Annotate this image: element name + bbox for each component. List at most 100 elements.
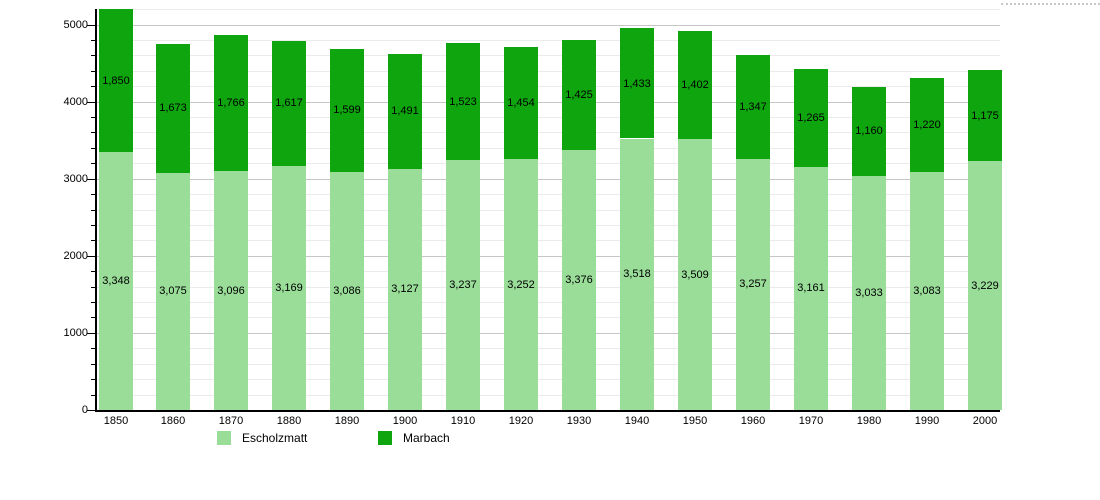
- bar-value-label-escholzmatt: 3,096: [217, 285, 245, 297]
- x-axis-tick-label: 1930: [566, 415, 592, 427]
- gridline-minor: [97, 240, 1000, 241]
- x-axis-tick-label: 1850: [103, 415, 129, 427]
- legend-item-marbach: Marbach: [378, 431, 450, 445]
- y-tick-minor: [91, 379, 95, 380]
- gridline-minor: [97, 71, 1000, 72]
- x-axis-tick-label: 1990: [914, 415, 940, 427]
- gridline-minor: [97, 348, 1000, 349]
- gridline-minor: [97, 317, 1000, 318]
- bar-segment-marbach: [214, 35, 248, 171]
- x-axis-line: [95, 410, 1000, 412]
- gridline-major: [97, 102, 1000, 103]
- bar-segment-escholzmatt: [99, 152, 133, 410]
- y-tick-minor: [91, 210, 95, 211]
- bar-value-label-escholzmatt: 3,075: [159, 285, 187, 297]
- bar-segment-escholzmatt: [504, 159, 538, 410]
- bar-value-label-escholzmatt: 3,257: [739, 278, 767, 290]
- bar-segment-escholzmatt: [678, 139, 712, 410]
- x-axis-tick-label: 1890: [334, 415, 360, 427]
- gridline-major: [97, 333, 1000, 334]
- y-tick-major: [87, 256, 95, 257]
- y-tick-minor: [91, 40, 95, 41]
- bar-segment-escholzmatt: [214, 171, 248, 410]
- legend-label-marbach: Marbach: [403, 431, 450, 445]
- bar-segment-marbach: [272, 41, 306, 166]
- x-axis-tick-label: 1950: [682, 415, 708, 427]
- bar-segment-marbach: [620, 28, 654, 138]
- gridline-minor: [97, 287, 1000, 288]
- gridline-minor: [97, 9, 1000, 10]
- bar-value-label-escholzmatt: 3,237: [449, 279, 477, 291]
- bar-value-label-marbach: 1,766: [217, 97, 245, 109]
- bar-value-label-escholzmatt: 3,086: [333, 285, 361, 297]
- bar-segment-escholzmatt: [330, 172, 364, 410]
- gridline-minor: [97, 163, 1000, 164]
- y-tick-minor: [91, 148, 95, 149]
- bar-value-label-marbach: 1,523: [449, 96, 477, 108]
- y-tick-minor: [91, 163, 95, 164]
- gridline-minor: [97, 132, 1000, 133]
- y-tick-minor: [91, 117, 95, 118]
- bar-value-label-escholzmatt: 3,252: [507, 279, 535, 291]
- bar-value-label-marbach: 1,425: [565, 89, 593, 101]
- legend-swatch-marbach: [378, 431, 392, 445]
- y-tick-minor: [91, 225, 95, 226]
- y-axis-tick-label: 2000: [63, 250, 88, 262]
- y-tick-minor: [91, 395, 95, 396]
- y-tick-minor: [91, 317, 95, 318]
- gridline-minor: [97, 379, 1000, 380]
- bar-segment-escholzmatt: [156, 173, 190, 410]
- bar-value-label-marbach: 1,491: [391, 105, 419, 117]
- bar-value-label-marbach: 1,220: [913, 119, 941, 131]
- y-axis-tick-label: 5000: [63, 19, 88, 31]
- x-axis-tick-label: 1880: [276, 415, 302, 427]
- bar-segment-escholzmatt: [620, 139, 654, 410]
- bar-segment-escholzmatt: [388, 169, 422, 410]
- x-axis-tick-label: 1920: [508, 415, 534, 427]
- gridline-minor: [97, 302, 1000, 303]
- x-axis-tick-label: 1940: [624, 415, 650, 427]
- bar-segment-escholzmatt: [736, 159, 770, 410]
- bar-value-label-marbach: 1,160: [855, 125, 883, 137]
- gridline-minor: [97, 395, 1000, 396]
- bar-value-label-marbach: 1,402: [681, 79, 709, 91]
- x-axis-tick-label: 2000: [972, 415, 998, 427]
- bar-segment-marbach: [156, 44, 190, 173]
- x-axis-tick-label: 1900: [392, 415, 418, 427]
- bar-value-label-marbach: 1,599: [333, 104, 361, 116]
- y-tick-major: [87, 333, 95, 334]
- y-tick-major: [87, 25, 95, 26]
- legend-item-escholzmatt: Escholzmatt: [217, 431, 307, 445]
- y-tick-minor: [91, 194, 95, 195]
- bar-segment-marbach: [562, 40, 596, 150]
- y-tick-major: [87, 179, 95, 180]
- bar-value-label-marbach: 1,175: [971, 110, 999, 122]
- bar-value-label-escholzmatt: 3,509: [681, 269, 709, 281]
- bar-value-label-marbach: 1,617: [275, 97, 303, 109]
- bar-segment-marbach: [794, 69, 828, 167]
- y-tick-major: [87, 102, 95, 103]
- bar-value-label-escholzmatt: 3,376: [565, 274, 593, 286]
- top-border-artifact: [1001, 3, 1100, 5]
- bar-segment-escholzmatt: [968, 161, 1002, 410]
- bar-value-label-marbach: 1,265: [797, 112, 825, 124]
- y-tick-minor: [91, 302, 95, 303]
- x-axis-tick-label: 1980: [856, 415, 882, 427]
- bar-value-label-escholzmatt: 3,083: [913, 285, 941, 297]
- bar-segment-marbach: [736, 55, 770, 159]
- y-tick-minor: [91, 287, 95, 288]
- bar-segment-escholzmatt: [446, 160, 480, 410]
- bar-value-label-escholzmatt: 3,033: [855, 287, 883, 299]
- gridline-minor: [97, 194, 1000, 195]
- gridline-minor: [97, 40, 1000, 41]
- bar-segment-escholzmatt: [794, 166, 828, 410]
- y-tick-minor: [91, 132, 95, 133]
- y-axis-tick-label: 4000: [63, 96, 88, 108]
- bar-segment-marbach: [330, 49, 364, 172]
- gridline-minor: [97, 86, 1000, 87]
- y-tick-minor: [91, 86, 95, 87]
- x-axis-tick-label: 1970: [798, 415, 824, 427]
- bar-value-label-marbach: 1,433: [623, 78, 651, 90]
- bar-value-label-escholzmatt: 3,127: [391, 283, 419, 295]
